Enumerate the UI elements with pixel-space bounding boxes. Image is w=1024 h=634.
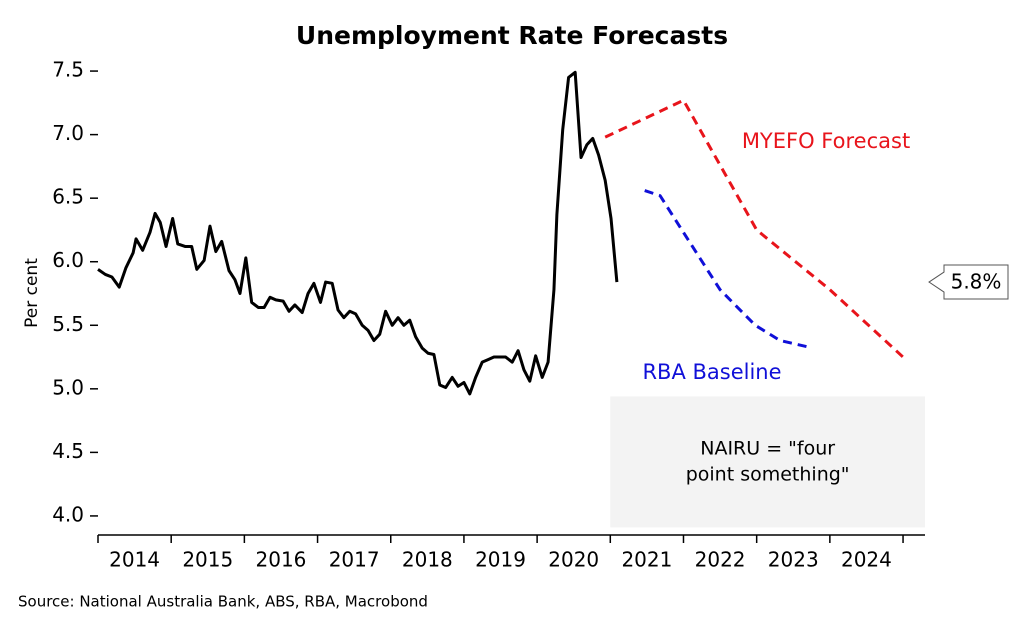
y-tick-label: 4.5 [52, 439, 84, 463]
x-tick-label: 2024 [841, 548, 892, 572]
y-tick-label: 4.0 [52, 502, 84, 526]
series-label: MYEFO Forecast [742, 129, 910, 153]
x-tick-label: 2022 [695, 548, 746, 572]
series-line [604, 98, 905, 359]
x-tick-label: 2018 [402, 548, 453, 572]
x-tick-label: 2014 [109, 548, 160, 572]
y-tick-label: 5.0 [52, 375, 84, 399]
y-tick-label: 7.0 [52, 121, 84, 145]
x-tick-label: 2017 [329, 548, 380, 572]
x-tick-label: 2021 [621, 548, 672, 572]
band-label: NAIRU = "four [700, 437, 835, 459]
callout-box [928, 264, 1009, 300]
x-tick-label: 2016 [256, 548, 307, 572]
y-tick-label: 6.5 [52, 185, 84, 209]
x-tick-label: 2020 [548, 548, 599, 572]
series-label: RBA Baseline [642, 360, 781, 384]
nairu-band [610, 396, 925, 528]
x-tick-label: 2015 [182, 548, 233, 572]
x-tick-label: 2023 [768, 548, 819, 572]
chart-title: Unemployment Rate Forecasts [296, 21, 728, 50]
y-tick-label: 6.0 [52, 248, 84, 272]
series-line [644, 189, 809, 349]
callout-label: 5.8% [951, 270, 1002, 294]
band-label: point something" [686, 463, 850, 485]
y-axis-label: Per cent [22, 258, 42, 328]
y-tick-label: 7.5 [52, 58, 84, 82]
source: Source: National Australia Bank, ABS, RB… [18, 593, 428, 611]
y-tick-label: 5.5 [52, 312, 84, 336]
x-tick-label: 2019 [475, 548, 526, 572]
series-line [97, 70, 619, 396]
